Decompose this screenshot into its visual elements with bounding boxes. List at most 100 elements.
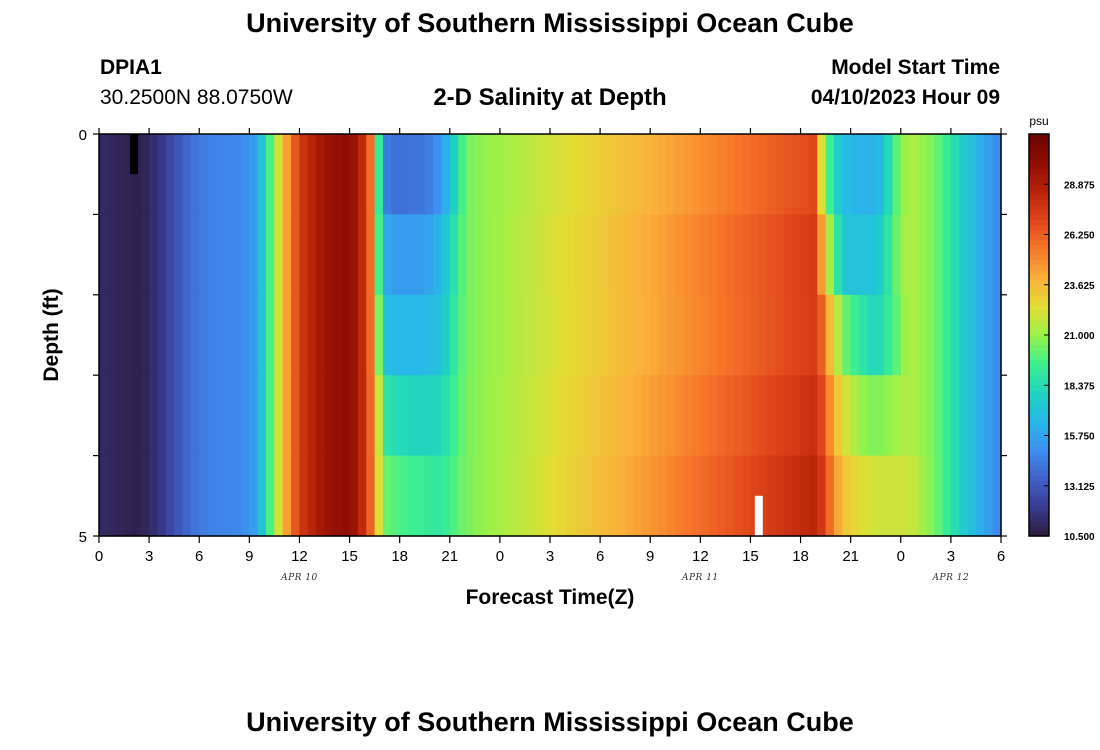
heatmap-cell bbox=[157, 375, 167, 457]
heatmap-cell bbox=[792, 294, 802, 376]
heatmap-cell bbox=[408, 294, 417, 376]
heatmap-cell bbox=[249, 455, 259, 537]
station-coords: 30.2500N 88.0750W bbox=[100, 86, 293, 109]
heatmap-cell bbox=[575, 134, 585, 215]
heatmap-cell bbox=[675, 294, 685, 376]
heatmap-cell bbox=[884, 214, 894, 296]
heatmap-cell bbox=[683, 455, 693, 537]
heatmap-cell bbox=[458, 214, 468, 296]
heatmap-cell bbox=[149, 455, 159, 537]
heatmap-cell bbox=[416, 375, 426, 457]
heatmap-cell bbox=[984, 455, 994, 537]
heatmap-cell bbox=[633, 134, 643, 215]
x-tick-label: 3 bbox=[145, 548, 153, 565]
heatmap-cell bbox=[625, 455, 635, 537]
heatmap-cell bbox=[792, 214, 802, 296]
heatmap-cell bbox=[867, 214, 877, 296]
colorbar-segment bbox=[1029, 174, 1049, 180]
heatmap-cell bbox=[800, 134, 810, 215]
heatmap-cell bbox=[132, 214, 142, 296]
colorbar-segment bbox=[1029, 350, 1049, 356]
heatmap-cell bbox=[541, 214, 551, 296]
colorbar-segment bbox=[1029, 314, 1049, 321]
x-tick-label: 0 bbox=[95, 548, 103, 565]
heatmap-cell bbox=[842, 455, 852, 537]
heatmap-cell bbox=[725, 455, 735, 537]
heatmap-cell bbox=[675, 375, 685, 457]
heatmap-cell bbox=[742, 375, 752, 457]
heatmap-cell bbox=[533, 134, 543, 215]
heatmap-cell bbox=[416, 134, 426, 215]
heatmap-cell bbox=[424, 214, 434, 296]
colorbar-segment bbox=[1029, 430, 1049, 437]
heatmap-cell bbox=[842, 134, 852, 215]
heatmap-cell bbox=[884, 375, 894, 457]
heatmap-cell bbox=[925, 375, 935, 457]
heatmap-cell bbox=[717, 294, 726, 376]
station-id: DPIA1 bbox=[100, 56, 162, 79]
heatmap-cell bbox=[675, 214, 685, 296]
colorbar-segment bbox=[1029, 370, 1049, 376]
heatmap-cell bbox=[792, 375, 802, 457]
heatmap-cell bbox=[499, 134, 509, 215]
heatmap-cell bbox=[416, 214, 426, 296]
heatmap-cell bbox=[541, 294, 551, 376]
heatmap-cell bbox=[433, 294, 443, 376]
heatmap-cell bbox=[733, 294, 743, 376]
x-axis: 0 3 6 9 12 15 18 21 0 3 6 9 12 15 18 21 0 3 6 APR 10 APR 11 A… bbox=[95, 128, 1005, 583]
heatmap-cell bbox=[850, 375, 860, 457]
heatmap-cell bbox=[666, 455, 676, 537]
heatmap-cell bbox=[291, 214, 301, 296]
heatmap-cell bbox=[140, 294, 150, 376]
heatmap-cell bbox=[199, 375, 209, 457]
heatmap-cell bbox=[274, 375, 284, 457]
x-axis-label: Forecast Time(Z) bbox=[466, 586, 635, 609]
heatmap-cell bbox=[474, 294, 484, 376]
heatmap-cell bbox=[934, 375, 944, 457]
heatmap-cell bbox=[725, 375, 735, 457]
heatmap-cell bbox=[975, 214, 985, 296]
heatmap-cell bbox=[558, 455, 568, 537]
colorbar-segment bbox=[1029, 415, 1049, 422]
heatmap-cell bbox=[833, 375, 843, 457]
heatmap-cell bbox=[524, 214, 534, 296]
heatmap-cell bbox=[884, 294, 894, 376]
heatmap-cell bbox=[608, 294, 618, 376]
heatmap-cell bbox=[107, 294, 117, 376]
heatmap-cell bbox=[950, 134, 960, 215]
heatmap-cell bbox=[266, 375, 275, 457]
heatmap-cell bbox=[825, 294, 835, 376]
heatmap-cell bbox=[324, 134, 334, 215]
heatmap-cell bbox=[558, 134, 568, 215]
heatmap-cell bbox=[215, 294, 225, 376]
heatmap-cell bbox=[967, 294, 977, 376]
colorbar-segment bbox=[1029, 324, 1049, 331]
x-tick-label: 6 bbox=[997, 548, 1005, 565]
heatmap-cell bbox=[399, 214, 409, 296]
heatmap-cell bbox=[508, 134, 518, 215]
heatmap-cell bbox=[600, 214, 610, 296]
heatmap-cell bbox=[458, 375, 468, 457]
y-tick-label: 5 bbox=[79, 529, 87, 546]
heatmap-cell bbox=[99, 134, 108, 215]
heatmap-cell bbox=[99, 375, 108, 457]
heatmap-cell bbox=[859, 134, 868, 215]
chart-subtitle: 2-D Salinity at Depth bbox=[433, 84, 667, 111]
heatmap-cell bbox=[524, 375, 534, 457]
heatmap-cell bbox=[524, 134, 534, 215]
colorbar-segment bbox=[1029, 340, 1049, 346]
heatmap-cell bbox=[625, 134, 635, 215]
heatmap-cell bbox=[491, 455, 501, 537]
colorbar-segment bbox=[1029, 530, 1049, 537]
heatmap-cell bbox=[232, 294, 242, 376]
heatmap-cell bbox=[382, 375, 392, 457]
heatmap-cell bbox=[984, 134, 994, 215]
colorbar-segment bbox=[1029, 154, 1049, 160]
heatmap-cell bbox=[399, 375, 409, 457]
heatmap-cell bbox=[516, 134, 526, 215]
heatmap-cell bbox=[99, 294, 108, 376]
heatmap-cell bbox=[875, 294, 885, 376]
heatmap-cell bbox=[533, 455, 543, 537]
heatmap-cell bbox=[758, 375, 768, 457]
colorbar-segment bbox=[1029, 329, 1049, 336]
